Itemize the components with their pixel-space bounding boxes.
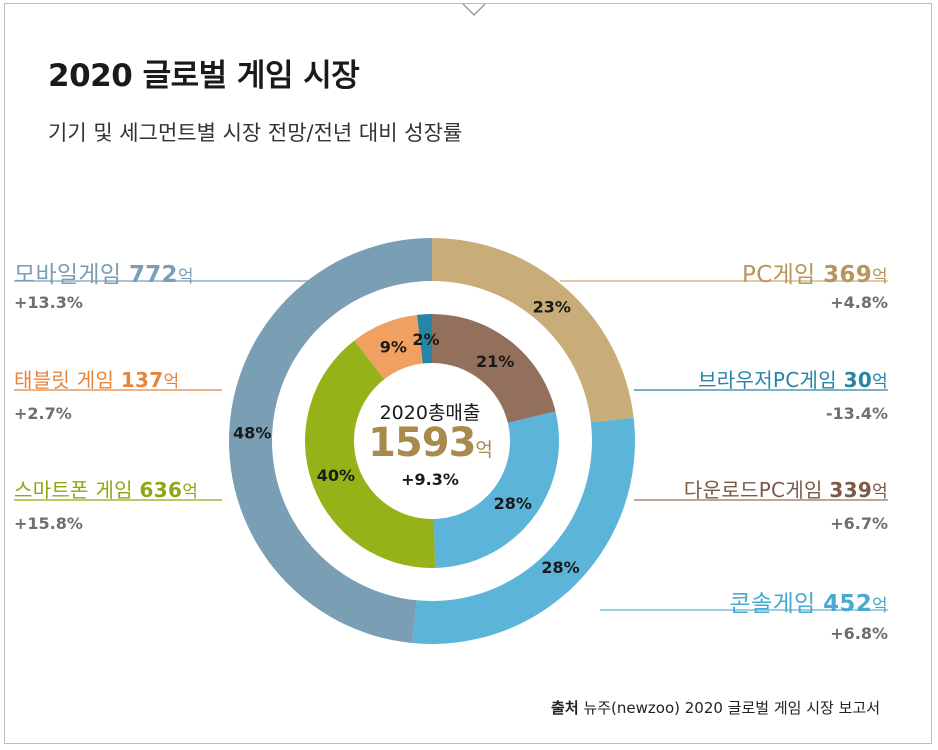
infographic-frame — [4, 3, 932, 744]
inner-percent-label-browser-pc: 2% — [412, 330, 439, 349]
source-text: 뉴주(newzoo) 2020 글로벌 게임 시장 보고서 — [583, 699, 880, 717]
console-value: 452 — [823, 591, 873, 617]
smartphone-value: 636 — [139, 478, 183, 502]
console-name: 콘솔게임 — [729, 591, 816, 617]
source-note: 출처 뉴주(newzoo) 2020 글로벌 게임 시장 보고서 — [551, 697, 880, 718]
total-sales-label: 2020총매출 — [379, 402, 481, 424]
mobile-name: 모바일게임 — [14, 262, 122, 288]
browser-pc-name: 브라우저PC게임 — [698, 368, 837, 392]
tablet-unit: 억 — [163, 372, 180, 392]
mobile-value: 772 — [128, 262, 178, 288]
download-pc-growth: +6.7% — [830, 514, 888, 533]
tablet-label: 태블릿 게임 137억 — [14, 364, 179, 393]
inner-slice-smartphone — [305, 340, 436, 568]
inner-slice-console — [433, 411, 559, 568]
inner-percent-label-tablet: 9% — [380, 338, 407, 357]
pc-growth: +4.8% — [830, 293, 888, 312]
total-sales-growth: +9.3% — [401, 470, 459, 489]
console-growth: +6.8% — [830, 624, 888, 643]
smartphone-growth: +15.8% — [14, 514, 83, 533]
pc-value: 369 — [823, 262, 873, 288]
download-pc-unit: 억 — [872, 482, 888, 502]
download-pc-name: 다운로드PC게임 — [683, 478, 823, 502]
outer-percent-label-console: 28% — [541, 558, 579, 577]
inner-percent-label-console: 28% — [494, 494, 532, 513]
smartphone-name: 스마트폰 게임 — [14, 478, 133, 502]
chart-subtitle: 기기 및 세그먼트별 시장 전망/전년 대비 성장률 — [48, 121, 463, 145]
inner-slice-download-pc — [432, 314, 556, 423]
pc-label: PC게임 369억 — [742, 255, 888, 289]
tablet-value: 137 — [120, 368, 164, 392]
chart-title: 2020 글로벌 게임 시장 — [48, 58, 360, 94]
mobile-unit: 억 — [177, 267, 194, 287]
source-label: 출처 — [551, 699, 579, 717]
total-sales-unit: 억 — [475, 439, 493, 461]
pc-name: PC게임 — [742, 262, 816, 288]
smartphone-label: 스마트폰 게임 636억 — [14, 474, 198, 503]
outer-slice-pc — [432, 238, 634, 423]
browser-pc-label: 브라우저PC게임 30억 — [698, 364, 888, 393]
inner-percent-label-smartphone: 40% — [317, 466, 355, 485]
tablet-growth: +2.7% — [14, 404, 72, 423]
browser-pc-unit: 억 — [872, 372, 888, 392]
chevron-down-icon — [462, 3, 486, 17]
mobile-growth: +13.3% — [14, 293, 83, 312]
tablet-name: 태블릿 게임 — [14, 368, 115, 392]
browser-pc-value: 30 — [843, 368, 873, 392]
outer-percent-label-pc: 23% — [533, 298, 571, 317]
mobile-label: 모바일게임 772억 — [14, 255, 194, 289]
total-sales-number: 1593 — [368, 420, 476, 466]
download-pc-value: 339 — [829, 478, 873, 502]
inner-slice-browser-pc — [417, 314, 432, 364]
outer-slice-mobile — [229, 238, 432, 644]
download-pc-label: 다운로드PC게임 339억 — [684, 474, 888, 503]
total-sales-value: 1593억 — [330, 420, 530, 466]
inner-slice-tablet — [354, 314, 423, 380]
console-label: 콘솔게임 452억 — [730, 584, 888, 618]
smartphone-unit: 억 — [182, 482, 199, 502]
browser-pc-growth: -13.4% — [825, 404, 888, 423]
inner-percent-label-download-pc: 21% — [476, 352, 514, 371]
outer-percent-label-mobile: 48% — [233, 423, 271, 442]
pc-unit: 억 — [872, 267, 888, 287]
console-unit: 억 — [872, 596, 888, 616]
outer-slice-console — [412, 417, 635, 644]
